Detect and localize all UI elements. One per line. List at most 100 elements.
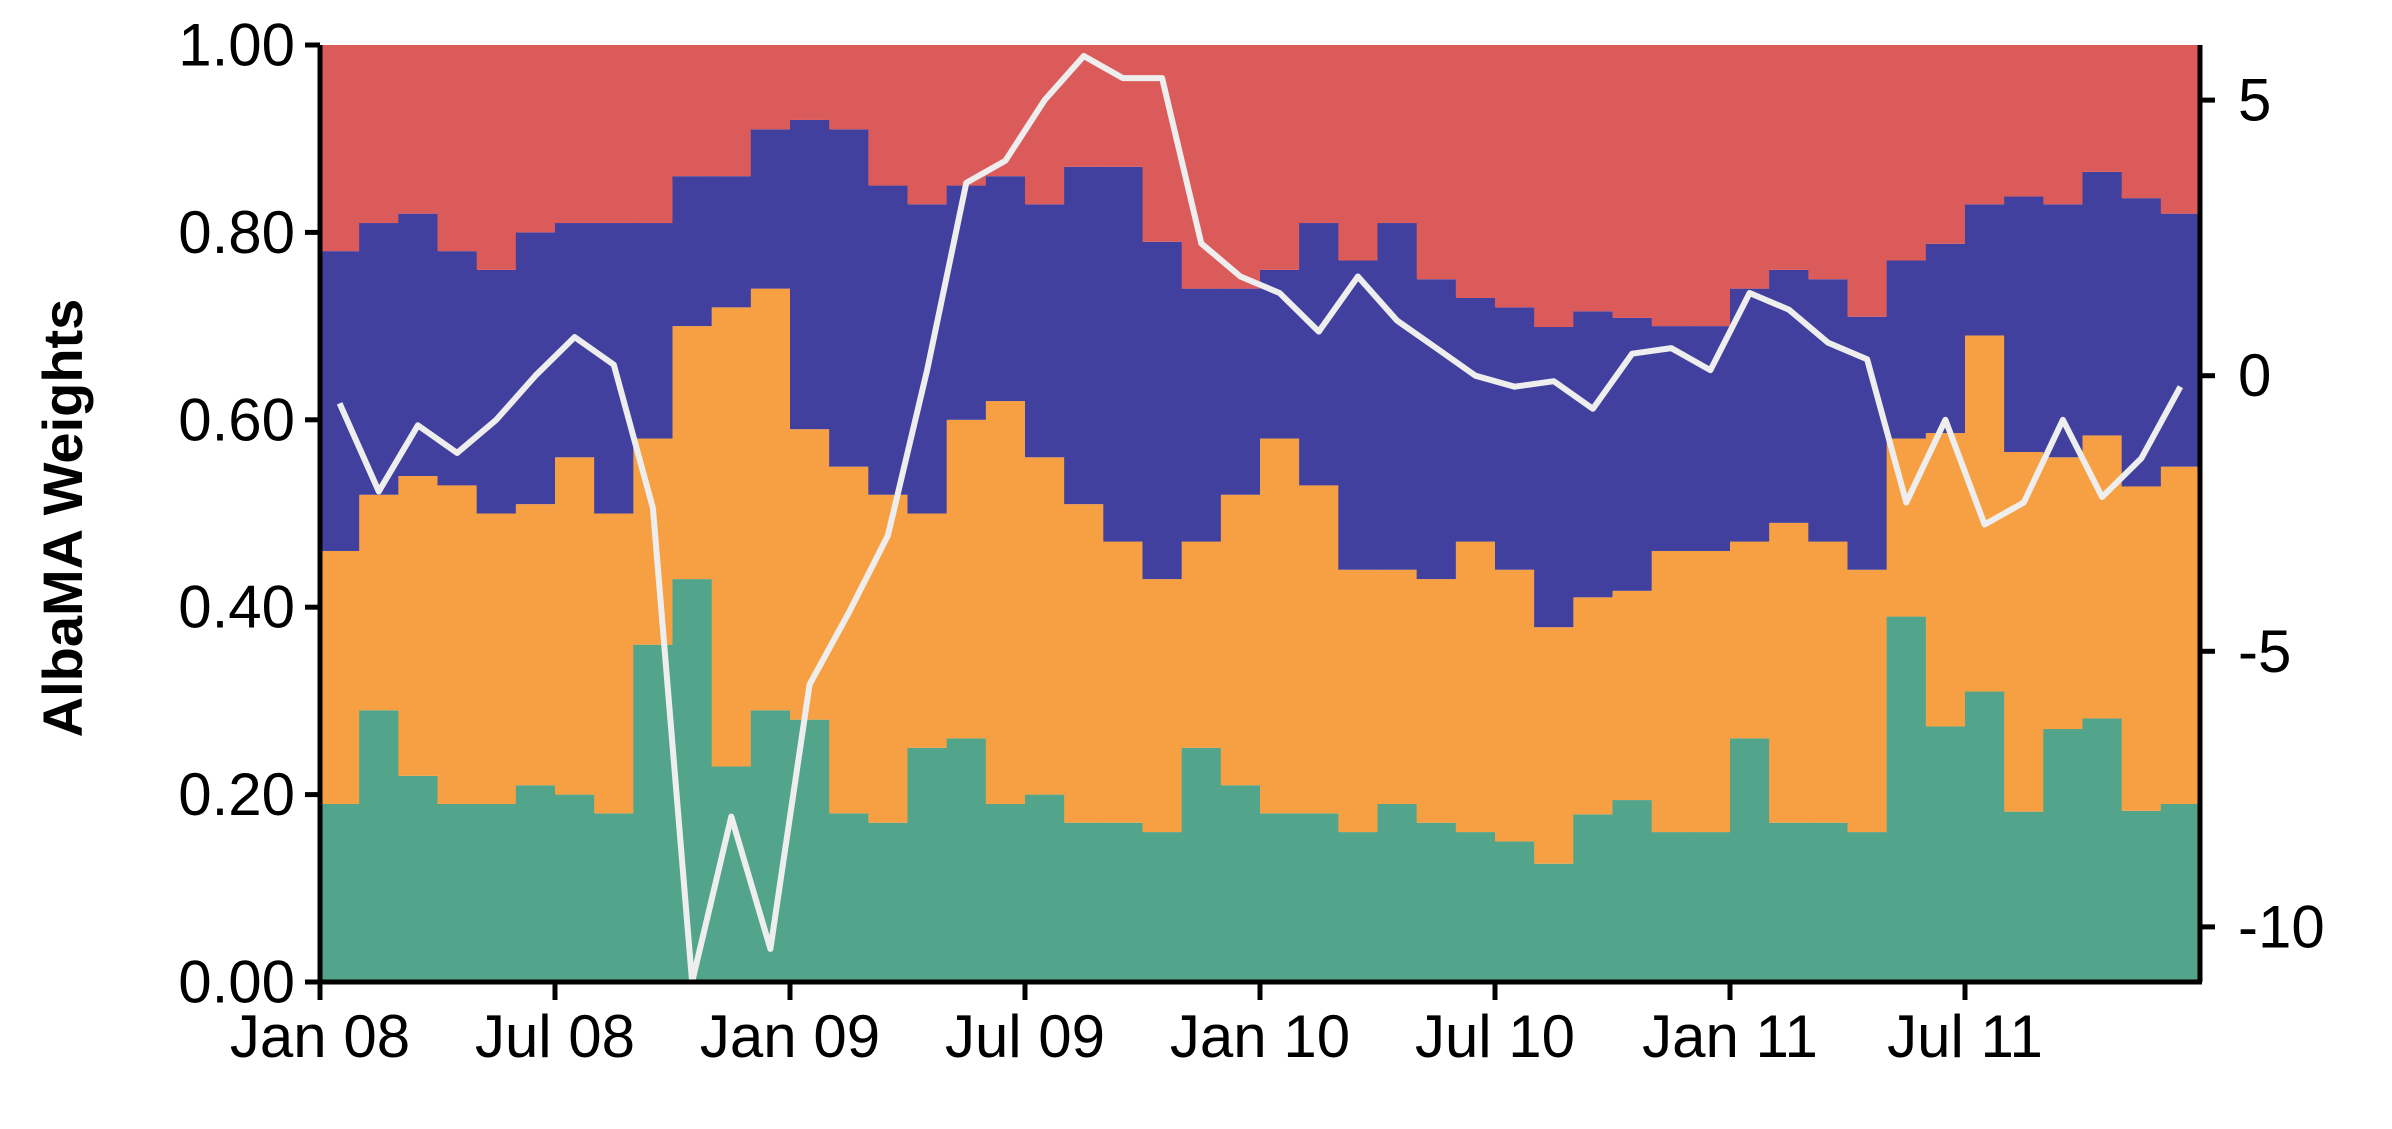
bar-segment-s3-m26 [1338, 45, 1379, 261]
bar-segment-s2-m26 [1338, 260, 1379, 570]
bar-segment-s0-m26 [1338, 832, 1379, 982]
bar-segment-s0-m21 [1142, 832, 1183, 982]
bar-segment-s0-m7 [594, 813, 635, 982]
line-layer [336, 53, 2184, 985]
bar-segment-s0-m30 [1495, 841, 1535, 982]
bar-segment-s1-m34 [1651, 550, 1692, 833]
bar-segment-s3-m35 [1690, 45, 1731, 327]
stacked-bars [320, 45, 2201, 982]
bar-segment-s2-m4 [476, 269, 517, 514]
bar-segment-s2-m33 [1612, 317, 1653, 591]
bar-segment-s3-m10 [711, 45, 752, 177]
bar-segment-s1-m37 [1769, 522, 1810, 823]
bar-segment-s1-m27 [1377, 569, 1418, 804]
bar-segment-s2-m28 [1416, 279, 1457, 580]
bar-segment-s3-m40 [1886, 45, 1927, 261]
y-tick-label-3: 0.60 [178, 386, 295, 453]
bar-segment-s1-m9 [672, 326, 713, 580]
bar-segment-s3-m44 [2043, 45, 2084, 205]
bar-segment-s3-m32 [1573, 45, 1614, 312]
bar-segment-s2-m0 [320, 251, 360, 551]
bar-segment-s1-m11 [750, 288, 791, 711]
bar-segment-s1-m44 [2043, 457, 2084, 730]
bar-segment-s3-m28 [1416, 45, 1457, 280]
bar-segment-s3-m22 [1181, 45, 1222, 289]
bar-segment-s2-m9 [672, 176, 713, 327]
bar-segment-s2-m45 [2082, 171, 2123, 436]
bar-segment-s2-m18 [1025, 204, 1065, 458]
bar-segment-s0-m22 [1181, 747, 1222, 982]
y2-tick-label-0: 5 [2238, 67, 2271, 134]
bar-segment-s1-m41 [1925, 433, 1966, 727]
bar-segment-s1-m10 [711, 307, 752, 767]
bar-segment-s1-m15 [907, 513, 948, 748]
bar-segment-s1-m32 [1573, 597, 1614, 815]
bar-segment-s1-m46 [2121, 486, 2162, 811]
bar-segment-s0-m23 [1220, 785, 1261, 982]
bar-segment-s3-m20 [1103, 45, 1144, 167]
bar-segment-s2-m1 [359, 223, 400, 495]
bar-segment-s3-m36 [1730, 45, 1770, 289]
bar-segment-s3-m3 [437, 45, 478, 252]
bar-segment-s0-m16 [946, 738, 987, 982]
bar-segment-s3-m43 [2004, 45, 2045, 197]
bar-segment-s3-m15 [907, 45, 948, 205]
bar-segment-s1-m19 [1064, 504, 1105, 823]
bar-segment-s2-m25 [1299, 223, 1340, 486]
bar-segment-s3-m8 [633, 45, 674, 224]
bar-segment-s1-m26 [1338, 569, 1379, 833]
bar-segment-s2-m16 [946, 185, 987, 420]
bar-segment-s0-m32 [1573, 814, 1614, 982]
bar-segment-s1-m0 [320, 550, 360, 804]
bar-segment-s0-m34 [1651, 832, 1692, 982]
bar-segment-s1-m35 [1690, 550, 1731, 833]
bar-segment-s1-m5 [515, 504, 556, 786]
bar-segment-s3-m30 [1495, 45, 1535, 308]
x-tick-label-1: Jul 08 [475, 1003, 635, 1070]
bar-segment-s0-m4 [476, 803, 517, 982]
bar-segment-s3-m4 [476, 45, 517, 270]
bar-segment-s0-m0 [320, 803, 360, 982]
bar-segment-s0-m40 [1886, 616, 1927, 982]
bar-segment-s1-m22 [1181, 541, 1222, 748]
bar-segment-s3-m27 [1377, 45, 1418, 224]
y-tick-label-2: 0.40 [178, 574, 295, 641]
bar-segment-s0-m35 [1690, 832, 1731, 982]
bar-segment-s2-m36 [1730, 288, 1770, 542]
bar-segment-s0-m44 [2043, 729, 2084, 982]
bar-segment-s3-m2 [398, 45, 439, 214]
bar-segment-s0-m46 [2121, 810, 2162, 982]
series-line [336, 53, 2184, 985]
bar-segment-s0-m17 [985, 803, 1026, 982]
bar-segment-s2-m13 [829, 129, 870, 467]
bar-segment-s2-m10 [711, 176, 752, 308]
bar-segment-s1-m39 [1847, 569, 1888, 833]
bar-segment-s1-m16 [946, 419, 987, 739]
bar-segment-s2-m47 [2160, 213, 2201, 467]
bar-segment-s0-m29 [1455, 832, 1496, 982]
bar-segment-s0-m27 [1377, 803, 1418, 982]
bar-segment-s1-m6 [555, 457, 595, 795]
bar-segment-s3-m23 [1220, 45, 1261, 289]
bar-segment-s3-m7 [594, 45, 635, 224]
bar-segment-s0-m2 [398, 775, 439, 982]
bar-segment-s0-m45 [2082, 718, 2123, 982]
bar-segment-s0-m36 [1730, 738, 1770, 982]
y2-tick-label-1: 0 [2238, 342, 2271, 409]
x-tick-label-5: Jul 10 [1415, 1003, 1575, 1070]
bar-segment-s3-m47 [2160, 45, 2201, 214]
bar-segment-s2-m21 [1142, 241, 1183, 580]
bar-segment-s1-m30 [1495, 569, 1535, 842]
bar-segment-s1-m7 [594, 513, 635, 814]
bar-segment-s1-m4 [476, 513, 517, 804]
bar-segment-s3-m13 [829, 45, 870, 130]
bar-segment-s2-m12 [790, 119, 830, 430]
bar-segment-s1-m2 [398, 476, 439, 776]
bar-segment-s2-m30 [1495, 307, 1535, 570]
bar-segment-s1-m24 [1260, 438, 1300, 814]
bar-segment-s2-m20 [1103, 166, 1144, 542]
bar-segment-s2-m22 [1181, 288, 1222, 542]
y-tick-label-0: 0.00 [178, 949, 295, 1016]
bar-segment-s2-m43 [2004, 196, 2045, 452]
bar-segment-s1-m20 [1103, 541, 1144, 823]
